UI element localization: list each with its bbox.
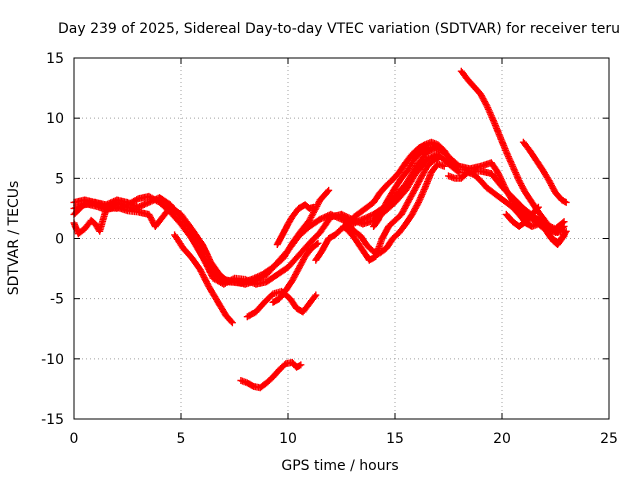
- y-tick-label: 15: [46, 51, 64, 67]
- plus-markers: [70, 143, 568, 288]
- y-tick-label: -15: [41, 412, 64, 428]
- plus-markers: [370, 143, 444, 230]
- chart-title: Day 239 of 2025, Sidereal Day-to-day VTE…: [58, 21, 620, 37]
- series-track-15: [519, 138, 570, 206]
- plus-markers: [237, 358, 305, 392]
- series-track-8: [273, 201, 318, 248]
- series-track-14: [457, 67, 568, 236]
- plus-markers: [502, 203, 542, 230]
- series-track-6: [243, 287, 320, 321]
- y-tick-label: -10: [41, 352, 64, 368]
- x-tick-label: 15: [386, 431, 404, 447]
- x-tick-label: 20: [493, 431, 511, 447]
- y-axis-ticks: 15 10 5 0 -5 -10 -15: [41, 51, 609, 428]
- x-tick-label: 10: [279, 431, 297, 447]
- series-track-1: [70, 143, 568, 288]
- x-tick-label: 25: [600, 431, 618, 447]
- series-track-9: [237, 358, 305, 392]
- x-axis-label: GPS time / hours: [281, 458, 398, 474]
- series-track-12: [340, 153, 444, 264]
- plus-markers: [243, 287, 320, 321]
- y-axis-label: SDTVAR / TECUs: [6, 181, 22, 296]
- x-axis-ticks: 0 5 10 15 20 25: [70, 58, 618, 447]
- y-tick-label: 10: [46, 111, 64, 127]
- y-tick-label: 0: [55, 232, 64, 248]
- plus-markers: [171, 231, 236, 327]
- plus-markers: [519, 138, 570, 206]
- plus-markers: [269, 239, 322, 306]
- series-track-7: [269, 239, 322, 306]
- plus-markers: [457, 67, 568, 236]
- series-track-13: [370, 143, 444, 230]
- y-tick-label: -5: [50, 292, 64, 308]
- plus-markers: [273, 201, 318, 248]
- data-points: [70, 67, 570, 392]
- x-tick-label: 0: [70, 431, 79, 447]
- series-track-17: [502, 203, 542, 230]
- plus-markers: [537, 216, 570, 248]
- plus-markers: [340, 153, 444, 264]
- series-track-18: [537, 216, 570, 248]
- y-tick-label: 5: [55, 171, 64, 187]
- x-tick-label: 5: [177, 431, 186, 447]
- series-track-5: [171, 231, 236, 327]
- grid-lines: [74, 58, 609, 419]
